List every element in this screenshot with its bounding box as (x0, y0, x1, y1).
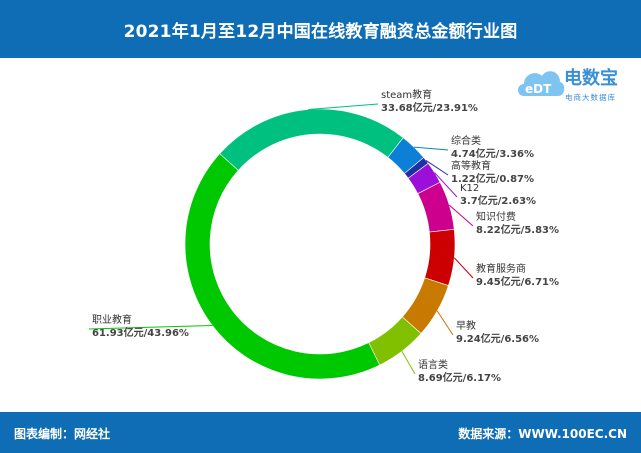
chart-title: 2021年1月至12月中国在线教育融资总金额行业图 (123, 21, 518, 42)
donut-slice-0 (219, 108, 404, 171)
leader-line-6 (436, 310, 454, 336)
brand-logo: eDT 电数宝 电商大数据库 (514, 62, 638, 110)
leader-line-7 (401, 351, 416, 375)
leader-line-1 (413, 146, 449, 151)
logo-mark-text: eDT (525, 82, 552, 96)
leader-line-5 (453, 257, 474, 279)
slice-value-3: 3.7亿元/2.63% (460, 194, 536, 207)
slice-label-0: steam教育 (381, 88, 432, 101)
chart-footer: 图表编制：网经社 数据来源：WWW.100EC.CN (0, 412, 641, 453)
donut-slice-5 (424, 228, 456, 286)
slice-label-8: 职业教育 (92, 313, 132, 326)
leader-line-4 (448, 204, 474, 227)
slice-value-7: 8.69亿元/6.17% (418, 371, 501, 384)
slice-label-2: 高等教育 (451, 159, 491, 172)
cloud-logo-icon: eDT (518, 71, 565, 96)
footer-source: 数据来源：WWW.100EC.CN (458, 427, 627, 441)
leader-lines (88, 103, 474, 375)
slice-value-0: 33.68亿元/23.91% (381, 101, 478, 114)
slice-value-4: 8.22亿元/5.83% (476, 223, 559, 236)
leader-line-8 (88, 324, 213, 330)
donut-slice-8 (184, 153, 381, 380)
slice-value-6: 9.24亿元/6.56% (456, 332, 539, 345)
slice-label-3: K12 (460, 183, 479, 194)
slice-value-1: 4.74亿元/3.36% (451, 147, 534, 160)
slice-label-6: 早教 (456, 319, 476, 332)
logo-name: 电数宝 (564, 68, 618, 89)
slice-label-5: 教育服务商 (476, 262, 526, 275)
leader-line-3 (434, 172, 458, 198)
slice-value-5: 9.45亿元/6.71% (476, 275, 559, 288)
slice-label-4: 知识付费 (476, 210, 516, 223)
slice-value-8: 61.93亿元/43.96% (92, 326, 189, 339)
logo-subtitle: 电商大数据库 (565, 93, 616, 102)
donut-slices (184, 108, 456, 380)
leader-line-2 (425, 159, 449, 176)
leader-line-0 (308, 103, 379, 111)
chart-header: 2021年1月至12月中国在线教育融资总金额行业图 (0, 0, 641, 58)
slice-label-7: 语言类 (418, 358, 448, 371)
slice-value-2: 1.22亿元/0.87% (451, 172, 534, 185)
footer-credit: 图表编制：网经社 (14, 427, 111, 441)
slice-label-1: 综合类 (451, 134, 481, 147)
